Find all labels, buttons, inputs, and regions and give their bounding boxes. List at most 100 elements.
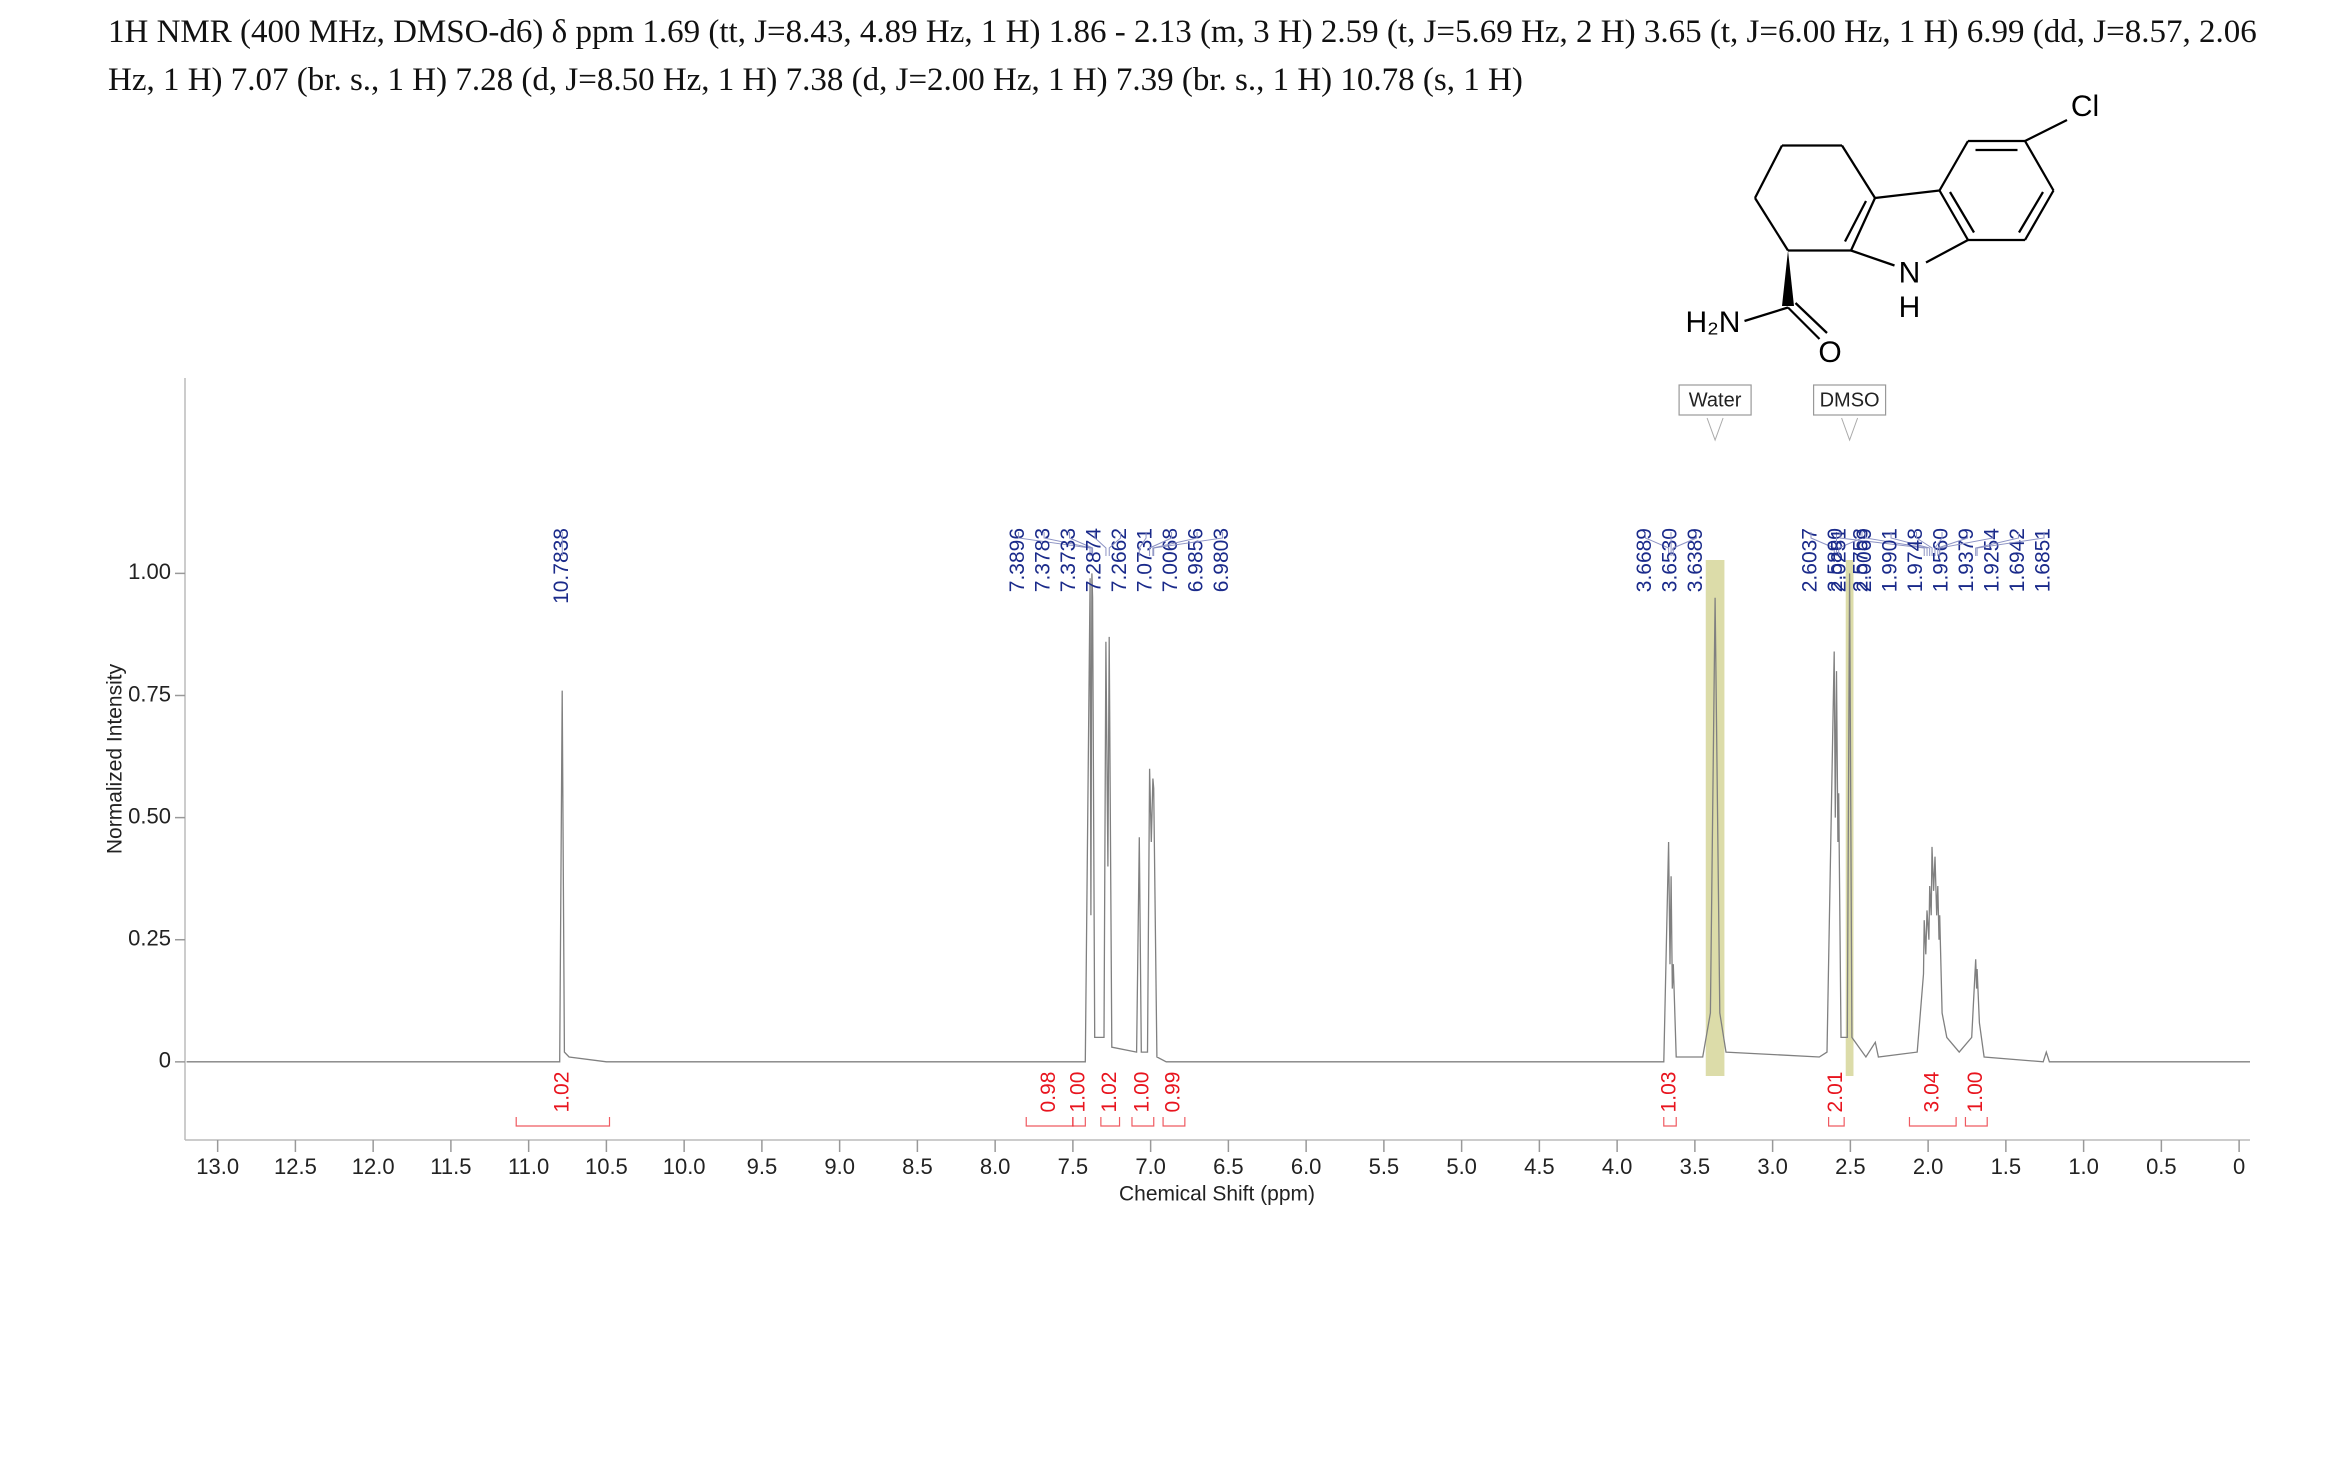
x-tick-label: 4.5 xyxy=(1524,1154,1555,1179)
peak-label: 7.2662 xyxy=(1108,528,1131,592)
bond xyxy=(1787,306,1821,340)
peak-label: 7.0731 xyxy=(1134,528,1157,592)
x-tick-label: 4.0 xyxy=(1602,1154,1633,1179)
integral-label: 0.98 xyxy=(1037,1072,1060,1113)
peak-leader xyxy=(1094,532,1107,556)
integral-label: 1.00 xyxy=(1067,1072,1090,1113)
peak-leader xyxy=(1108,532,1122,556)
peak-leader xyxy=(1934,532,1943,556)
x-tick-label: 3.0 xyxy=(1757,1154,1788,1179)
peak-label: 1.9901 xyxy=(1879,528,1902,592)
integral-label: 3.04 xyxy=(1920,1071,1943,1112)
x-tick-label: 12.0 xyxy=(352,1154,395,1179)
integral-bracket xyxy=(1964,1117,1988,1127)
x-tick-label: 1.0 xyxy=(2068,1154,2099,1179)
bond xyxy=(1844,200,1867,243)
atom-label: O xyxy=(1818,336,1841,369)
peak-leader xyxy=(1838,532,1863,556)
integral-bracket xyxy=(1162,1117,1186,1127)
peak-leader xyxy=(1916,532,1933,556)
atom-label: H xyxy=(1899,291,1921,324)
peak-label: 7.2874 xyxy=(1083,528,1106,593)
peak-leader xyxy=(1152,532,1198,556)
bond xyxy=(1938,189,1969,241)
peak-label: 1.9560 xyxy=(1930,528,1953,592)
region-leader xyxy=(1706,417,1724,442)
integral-label: 0.99 xyxy=(1162,1072,1185,1113)
integral-label: 2.01 xyxy=(1824,1072,1847,1113)
x-tick-label: 5.0 xyxy=(1446,1154,1477,1179)
peak-label: 3.6389 xyxy=(1684,528,1707,592)
integral-label: 1.00 xyxy=(1964,1072,1987,1113)
region-label-box xyxy=(1678,384,1752,416)
region-label-box xyxy=(1812,384,1887,416)
integral-label: 1.02 xyxy=(1098,1072,1121,1113)
y-axis-label: Normalized Intensity xyxy=(104,663,127,854)
x-tick-label: 0.5 xyxy=(2146,1154,2177,1179)
y-tick-label: 0 xyxy=(159,1048,171,1073)
x-tick-label: 10.5 xyxy=(585,1154,628,1179)
peak-leader xyxy=(1153,532,1224,556)
bond xyxy=(1949,191,1975,234)
x-tick-label: 8.5 xyxy=(902,1154,933,1179)
peak-label: 1.6942 xyxy=(2006,528,2029,592)
peak-label: 2.0069 xyxy=(1853,528,1876,592)
peak-label: 2.5890 xyxy=(1824,528,1847,592)
peak-leader xyxy=(1149,532,1173,556)
x-tick-label: 11.0 xyxy=(508,1154,549,1179)
bond xyxy=(2024,140,2055,192)
integral-bracket xyxy=(1072,1117,1086,1127)
structure: Cl N H H₂N O xyxy=(1686,90,2100,369)
peak-label: 6.9803 xyxy=(1210,528,1233,592)
peak-leader xyxy=(1839,532,1925,556)
peak-leader xyxy=(1975,532,2020,556)
x-tick-label: 10.0 xyxy=(663,1154,706,1179)
integral-bracket xyxy=(1025,1117,1074,1127)
x-tick-label: 7.5 xyxy=(1058,1154,1089,1179)
peak-leader xyxy=(1672,532,1697,556)
peak-label: 7.3783 xyxy=(1032,528,1055,592)
solvent-region xyxy=(1705,560,1725,1076)
peak-label: 3.6530 xyxy=(1659,528,1682,592)
peak-leader xyxy=(1644,532,1670,556)
bond xyxy=(2024,189,2055,241)
integral-bracket xyxy=(1131,1117,1155,1127)
integral-bracket xyxy=(1663,1117,1677,1127)
x-tick-label: 8.0 xyxy=(980,1154,1011,1179)
x-tick-label: 0 xyxy=(2233,1154,2245,1179)
bond xyxy=(1753,144,1784,199)
peak-label: 1.9254 xyxy=(1981,528,2004,593)
solvent-region xyxy=(1845,560,1854,1076)
integral-bracket xyxy=(1908,1117,1957,1127)
bond xyxy=(1794,302,1828,334)
peak-label: 7.3896 xyxy=(1006,528,1029,592)
x-tick-label: 7.0 xyxy=(1135,1154,1166,1179)
atom-label: Cl xyxy=(2071,90,2099,123)
bond xyxy=(1744,306,1789,323)
bond xyxy=(1925,239,1969,264)
bond xyxy=(2018,191,2044,234)
region-label: DMSO xyxy=(1820,389,1880,411)
bond xyxy=(1938,140,1969,192)
integral-label: 1.03 xyxy=(1658,1072,1681,1113)
bond xyxy=(1841,144,1876,199)
peak-label: 1.9748 xyxy=(1904,528,1927,592)
integral-bracket xyxy=(1100,1117,1121,1127)
x-tick-label: 13.0 xyxy=(196,1154,239,1179)
integral-bracket xyxy=(515,1117,611,1127)
atom-label: H₂N xyxy=(1686,306,1741,339)
peak-label: 3.6689 xyxy=(1633,528,1656,592)
y-tick-label: 1.00 xyxy=(128,559,171,584)
peak-label: 10.7838 xyxy=(550,528,573,604)
peak-leader xyxy=(1018,532,1091,556)
x-tick-label: 11.5 xyxy=(430,1154,471,1179)
x-tick-label: 2.5 xyxy=(1835,1154,1866,1179)
bond xyxy=(1754,197,1789,252)
peak-leader xyxy=(1069,532,1094,556)
wedge-bond xyxy=(1782,250,1794,306)
peak-leader xyxy=(1937,532,1969,556)
x-axis-label: Chemical Shift (ppm) xyxy=(1119,1183,1315,1206)
y-tick-label: 0.50 xyxy=(128,803,171,828)
